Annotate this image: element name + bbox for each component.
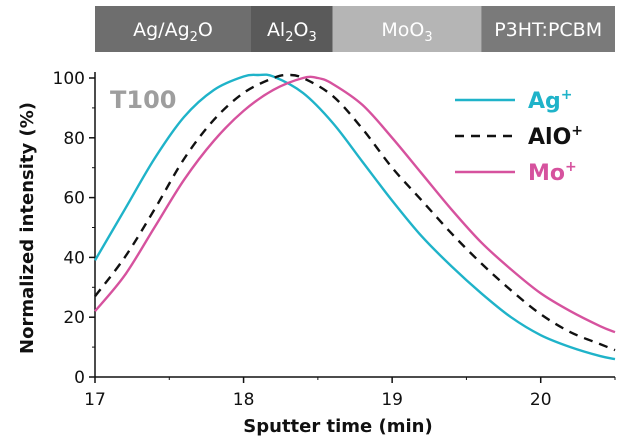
y-axis-label: Normalized intensity (%) <box>17 102 38 354</box>
layer-segment <box>481 6 615 52</box>
series-line-mo <box>94 75 616 334</box>
y-tick-label: 40 <box>63 248 85 268</box>
y-tick-label: 60 <box>63 189 85 209</box>
layer-band: Ag/Ag2O Al2O3 MoO3 P3HT:PCBM <box>95 6 615 52</box>
y-tick-label: 80 <box>63 129 85 149</box>
x-axis-label: Sputter time (min) <box>243 416 432 437</box>
layer-segment <box>332 6 482 52</box>
x-tick-label: 17 <box>84 390 106 410</box>
y-tick-label: 0 <box>74 368 85 388</box>
legend-entry: Mo+ <box>528 159 577 186</box>
layer-label: Ag/Ag2O <box>133 19 213 45</box>
legend-entry: Ag+ <box>528 87 573 114</box>
chart-annotation: T100 <box>110 86 176 114</box>
legend: Ag+ AlO+ Mo+ <box>455 87 583 186</box>
x-tick-label: 20 <box>530 390 552 410</box>
layer-label: MoO3 <box>381 19 432 45</box>
x-tick-label: 18 <box>233 390 255 410</box>
series-lines <box>93 73 616 361</box>
series-line-alo <box>94 73 616 352</box>
y-tick-label: 100 <box>53 69 85 89</box>
axes: 0 20 40 60 80 100 17 18 19 20 <box>53 69 616 410</box>
layer-segment <box>95 6 251 52</box>
legend-entry: AlO+ <box>528 123 583 150</box>
x-tick-label: 19 <box>381 390 403 410</box>
layer-segment <box>251 6 333 52</box>
layer-label: P3HT:PCBM <box>494 19 602 41</box>
y-tick-label: 20 <box>63 308 85 328</box>
layer-label: Al2O3 <box>267 19 317 45</box>
series-line-ag <box>93 73 616 361</box>
